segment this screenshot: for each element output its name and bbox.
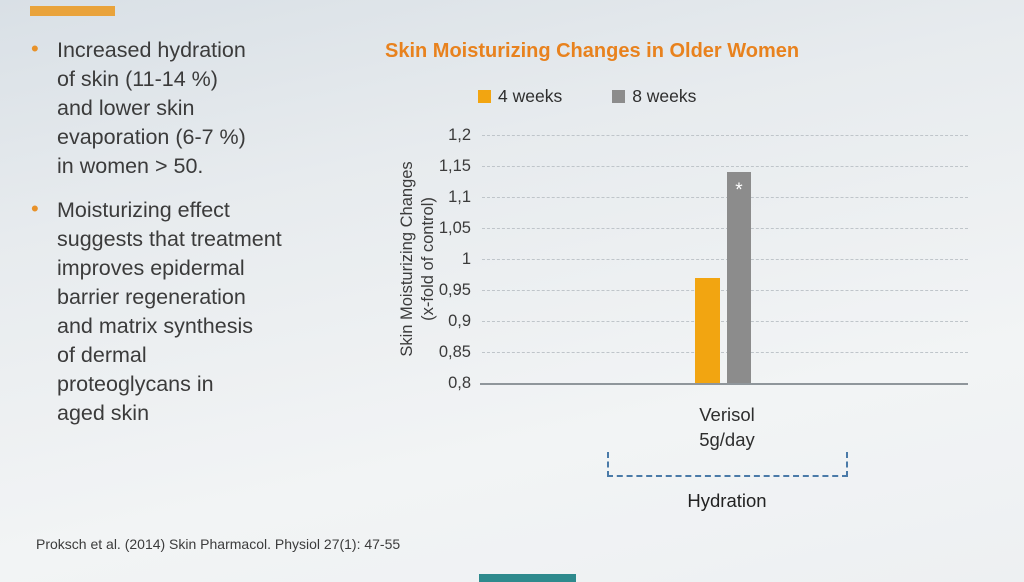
y-tick-label: 1 <box>461 250 471 268</box>
legend-swatch-orange <box>478 90 491 103</box>
bullet-text: Moisturizing effect suggests that treatm… <box>57 198 282 426</box>
gridline <box>482 321 968 322</box>
bullet-list: • Increased hydration of skin (11-14 %) … <box>30 36 350 443</box>
y-tick-label: 1,1 <box>448 188 471 206</box>
y-tick-label: 0,95 <box>438 281 471 299</box>
gridline <box>482 197 968 198</box>
gridline <box>482 290 968 291</box>
x-axis-line <box>480 383 968 385</box>
y-tick-label: 1,15 <box>438 157 471 175</box>
gridline <box>482 259 968 260</box>
y-tick-label: 0,9 <box>448 312 471 330</box>
gridline <box>482 166 968 167</box>
gridline <box>482 228 968 229</box>
y-tick-label: 1,2 <box>448 126 471 144</box>
chart-legend: 4 weeks 8 weeks <box>478 86 696 107</box>
citation: Proksch et al. (2014) Skin Pharmacol. Ph… <box>36 536 401 552</box>
bullet-dot-icon: • <box>31 36 39 61</box>
legend-item-8-weeks: 8 weeks <box>612 86 696 107</box>
legend-item-4-weeks: 4 weeks <box>478 86 562 107</box>
bar-8-weeks: * <box>727 172 751 383</box>
plot-area: Skin Moisturizing Changes (x-fold of con… <box>398 126 968 392</box>
y-tick-label: 0,85 <box>438 343 471 361</box>
gridline <box>482 352 968 353</box>
gridline <box>482 135 968 136</box>
bullet-dot-icon: • <box>31 196 39 222</box>
bar-4-weeks <box>695 277 720 383</box>
y-tick-label: 0,8 <box>448 374 471 392</box>
orange-accent-bar <box>30 6 115 16</box>
y-tick-label: 1,05 <box>438 219 471 237</box>
bullet-text: Increased hydration of skin (11-14 %) an… <box>57 38 246 179</box>
bar-chart: Skin Moisturizing Changes in Older Women… <box>385 40 1000 545</box>
bullet-item: • Increased hydration of skin (11-14 %) … <box>30 36 350 181</box>
legend-label: 8 weeks <box>632 86 697 106</box>
group-bracket <box>607 452 848 477</box>
group-label: Hydration <box>687 490 767 511</box>
teal-accent-bar <box>479 574 576 582</box>
chart-title: Skin Moisturizing Changes in Older Women <box>385 40 800 62</box>
significance-asterisk: * <box>735 180 743 202</box>
legend-swatch-gray <box>612 90 626 103</box>
bullet-item: • Moisturizing effect suggests that trea… <box>30 196 350 428</box>
legend-label: 4 weeks <box>498 86 563 106</box>
x-category-label: Verisol 5g/day <box>699 404 755 450</box>
